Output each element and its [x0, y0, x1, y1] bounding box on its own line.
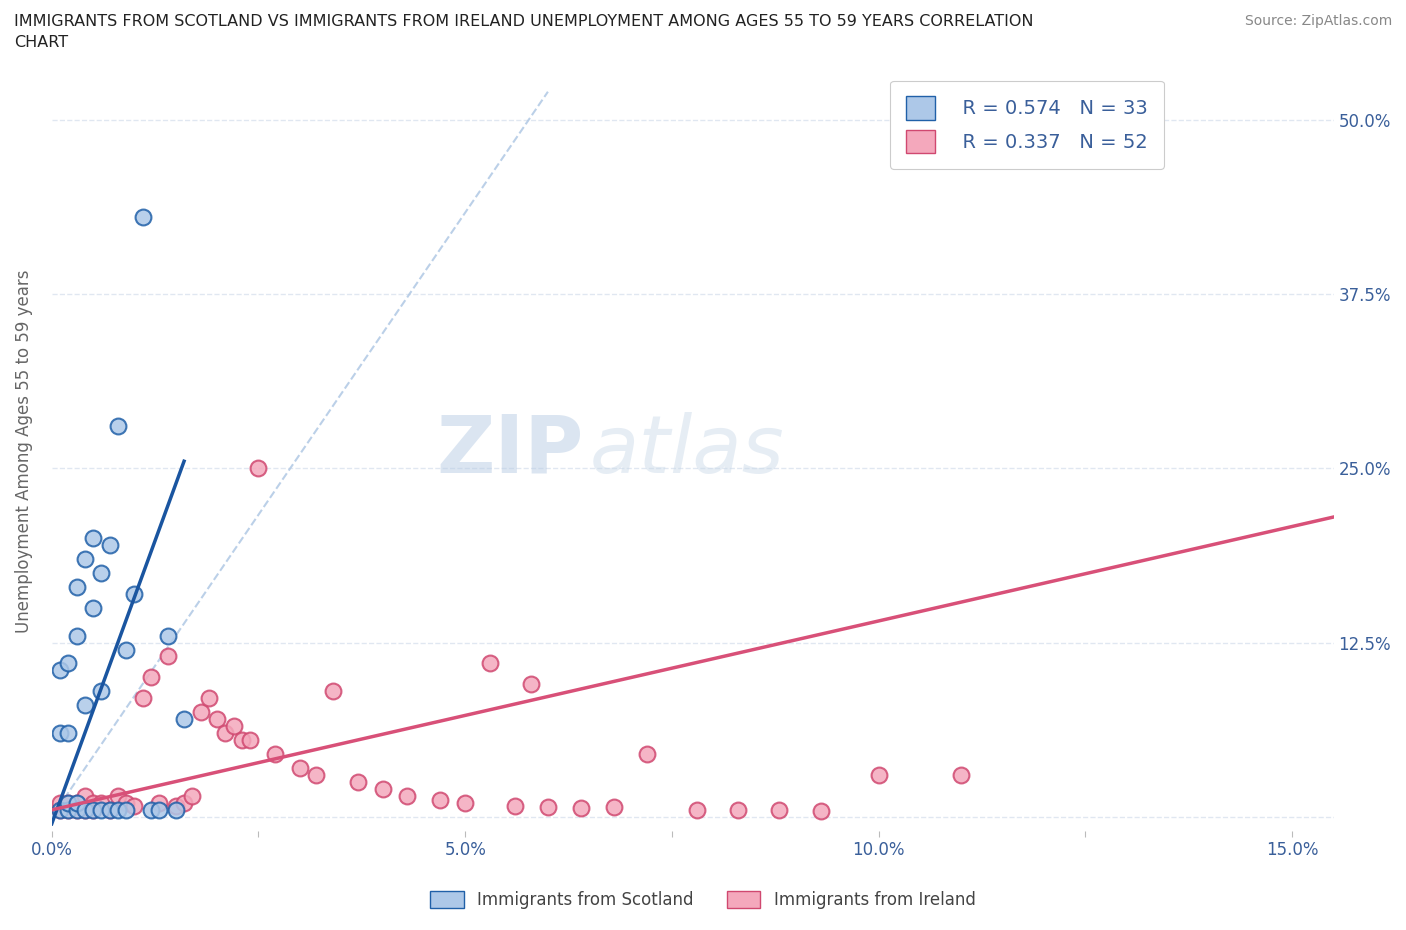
Point: [65, 803, 87, 817]
Point: [90, 795, 112, 810]
Point: [636, 747, 658, 762]
Point: [231, 733, 253, 748]
Point: [222, 719, 245, 734]
Point: [396, 789, 419, 804]
Point: [98, 803, 121, 817]
Point: [190, 705, 212, 720]
Text: ZIP: ZIP: [436, 412, 583, 490]
Point: [173, 711, 195, 726]
Point: [305, 767, 328, 782]
Point: [214, 725, 236, 740]
Point: [58, 803, 80, 817]
Point: [810, 804, 832, 818]
Point: [73, 551, 96, 566]
Point: [82, 795, 104, 810]
Point: [124, 798, 146, 813]
Text: atlas: atlas: [591, 412, 785, 490]
Point: [569, 801, 592, 816]
Point: [173, 795, 195, 810]
Point: [73, 803, 96, 817]
Point: [58, 795, 80, 810]
Point: [727, 803, 749, 817]
Text: Source: ZipAtlas.com: Source: ZipAtlas.com: [1244, 14, 1392, 28]
Point: [58, 795, 80, 810]
Point: [98, 538, 121, 552]
Point: [148, 795, 170, 810]
Point: [181, 789, 204, 804]
Point: [49, 803, 72, 817]
Point: [247, 460, 270, 475]
Point: [156, 628, 179, 643]
Point: [90, 565, 112, 580]
Point: [90, 684, 112, 698]
Point: [503, 798, 526, 813]
Point: [198, 691, 221, 706]
Point: [346, 775, 368, 790]
Point: [264, 747, 287, 762]
Point: [49, 725, 72, 740]
Point: [288, 761, 311, 776]
Point: [107, 789, 129, 804]
Point: [65, 795, 87, 810]
Point: [322, 684, 344, 698]
Point: [139, 670, 162, 684]
Point: [139, 803, 162, 817]
Point: [115, 803, 138, 817]
Point: [58, 725, 80, 740]
Point: [82, 803, 104, 817]
Point: [82, 600, 104, 615]
Point: [73, 698, 96, 712]
Point: [107, 418, 129, 433]
Point: [371, 781, 394, 796]
Legend:   R = 0.574   N = 33,   R = 0.337   N = 52: R = 0.574 N = 33, R = 0.337 N = 52: [890, 81, 1164, 169]
Point: [58, 656, 80, 671]
Point: [603, 800, 626, 815]
Point: [98, 803, 121, 817]
Text: CHART: CHART: [14, 35, 67, 50]
Point: [868, 767, 890, 782]
Point: [429, 792, 451, 807]
Y-axis label: Unemployment Among Ages 55 to 59 years: Unemployment Among Ages 55 to 59 years: [15, 269, 32, 632]
Point: [65, 628, 87, 643]
Point: [107, 803, 129, 817]
Legend: Immigrants from Scotland, Immigrants from Ireland: Immigrants from Scotland, Immigrants fro…: [423, 884, 983, 916]
Point: [90, 803, 112, 817]
Point: [65, 579, 87, 594]
Text: IMMIGRANTS FROM SCOTLAND VS IMMIGRANTS FROM IRELAND UNEMPLOYMENT AMONG AGES 55 T: IMMIGRANTS FROM SCOTLAND VS IMMIGRANTS F…: [14, 14, 1033, 29]
Point: [537, 800, 560, 815]
Point: [479, 656, 502, 671]
Point: [148, 803, 170, 817]
Point: [454, 795, 477, 810]
Point: [156, 649, 179, 664]
Point: [165, 798, 187, 813]
Point: [73, 803, 96, 817]
Point: [950, 767, 973, 782]
Point: [686, 803, 709, 817]
Point: [65, 795, 87, 810]
Point: [132, 691, 155, 706]
Point: [520, 677, 543, 692]
Point: [49, 803, 72, 817]
Point: [58, 803, 80, 817]
Point: [205, 711, 228, 726]
Point: [49, 795, 72, 810]
Point: [132, 210, 155, 225]
Point: [115, 642, 138, 657]
Point: [73, 789, 96, 804]
Point: [165, 803, 187, 817]
Point: [768, 803, 790, 817]
Point: [82, 803, 104, 817]
Point: [65, 803, 87, 817]
Point: [82, 530, 104, 545]
Point: [49, 663, 72, 678]
Point: [115, 795, 138, 810]
Point: [124, 586, 146, 601]
Point: [239, 733, 262, 748]
